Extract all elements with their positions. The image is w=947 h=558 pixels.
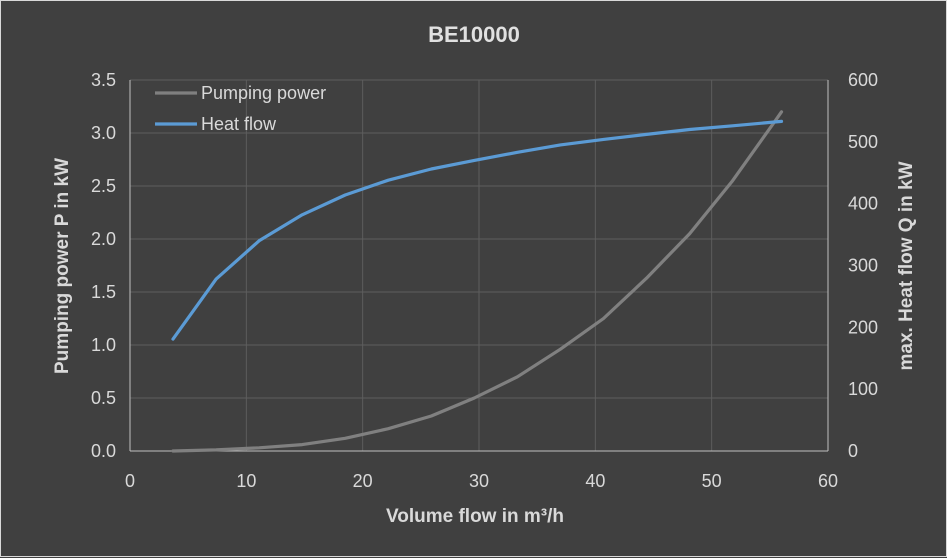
y-tick-label: 2.0 — [91, 229, 116, 249]
x-tick-label: 60 — [818, 471, 838, 491]
series-lines — [171, 110, 784, 453]
x-tick-label: 50 — [702, 471, 722, 491]
y-tick-label: 2.5 — [91, 176, 116, 196]
x-tick-label: 0 — [125, 471, 135, 491]
y-tick-label: 1.5 — [91, 282, 116, 302]
x-axis-title: Volume flow in m³/h — [386, 506, 564, 527]
y2-tick-label: 300 — [848, 256, 878, 276]
series-line-pumping-power — [171, 110, 784, 453]
legend: Pumping power Heat flow — [155, 83, 326, 134]
x-tick-label: 30 — [469, 471, 489, 491]
left-axis-ticks: 0.0 0.5 1.0 1.5 2.0 2.5 3.0 3.5 — [91, 70, 116, 461]
y-tick-label: 3.0 — [91, 123, 116, 143]
y2-tick-label: 0 — [848, 441, 858, 461]
right-axis-title: max. Heat flow Q in kW — [896, 161, 917, 370]
gridlines — [129, 79, 829, 452]
y-tick-label: 3.5 — [91, 70, 116, 90]
x-tick-label: 10 — [236, 471, 256, 491]
right-axis-ticks: 0 100 200 300 400 500 600 — [848, 70, 878, 461]
y2-tick-label: 500 — [848, 132, 878, 152]
y2-tick-label: 200 — [848, 317, 878, 337]
y2-tick-label: 100 — [848, 379, 878, 399]
series-line-heat-flow — [171, 119, 784, 341]
x-tick-label: 20 — [353, 471, 373, 491]
y-tick-label: 0.0 — [91, 441, 116, 461]
y-tick-label: 0.5 — [91, 388, 116, 408]
legend-label-pumping-power: Pumping power — [201, 83, 326, 103]
y-tick-label: 1.0 — [91, 335, 116, 355]
legend-label-heat-flow: Heat flow — [201, 114, 277, 134]
y2-tick-label: 400 — [848, 194, 878, 214]
chart-title: BE10000 — [428, 22, 520, 47]
y2-tick-label: 600 — [848, 70, 878, 90]
x-axis-ticks: 0 10 20 30 40 50 60 — [125, 471, 838, 491]
left-axis-title: Pumping power P in kW — [52, 158, 73, 374]
x-tick-label: 40 — [585, 471, 605, 491]
